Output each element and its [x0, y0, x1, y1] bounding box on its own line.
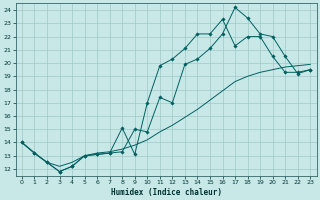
- X-axis label: Humidex (Indice chaleur): Humidex (Indice chaleur): [111, 188, 221, 197]
